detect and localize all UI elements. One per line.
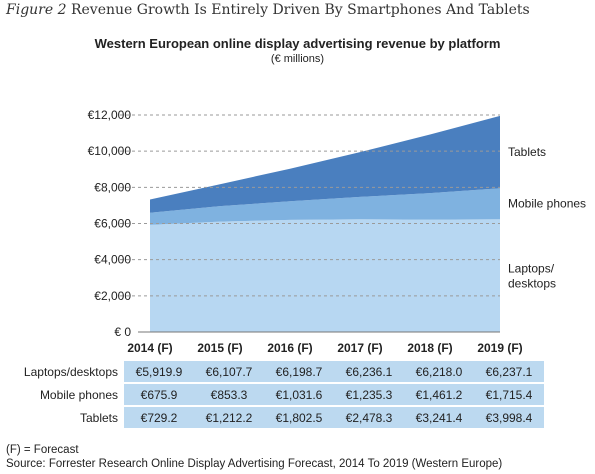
table-cell: €1,715.4 [474, 382, 544, 406]
source-footnote: Source: Forrester Research Online Displa… [6, 458, 503, 470]
area-series-1 [150, 188, 500, 225]
y-tick-label: €4,000 [94, 253, 131, 267]
y-tick-label: €6,000 [94, 217, 131, 231]
table-row: Tablets €729.2 €1,212.2 €1,802.5 €2,478.3 €3,… [0, 405, 544, 428]
area-chart: € 0 €2,000 €4,000 €6,000 €8,000 €10,000 €12,00… [88, 108, 586, 355]
chart-subtitle: (€ millions) [270, 53, 325, 65]
y-tick-label: €8,000 [94, 180, 131, 194]
table-cell: €6,218.0 [404, 361, 474, 383]
table-cell: €3,241.4 [404, 405, 474, 428]
y-tick-label: €10,000 [88, 144, 132, 158]
table-row: Laptops/desktops €5,919.9 €6,107.7 €6,198.7… [0, 361, 544, 383]
table-cell: €3,998.4 [474, 405, 544, 428]
table-row: Mobile phones €675.9 €853.3 €1,031.6 €1,235.… [0, 382, 544, 406]
y-tick-label: €12,000 [88, 108, 132, 122]
data-table: Laptops/desktops €5,919.9 €6,107.7 €6,198.7… [0, 361, 544, 428]
chart-title: Western European online display advertis… [94, 36, 501, 51]
table-cell: €2,478.3 [334, 405, 404, 428]
table-cell: €1,031.6 [264, 382, 334, 406]
table-cell: €1,802.5 [264, 405, 334, 428]
x-tick-label: 2017 (F) [337, 341, 382, 355]
forecast-footnote: (F) = Forecast [6, 444, 79, 456]
table-cell: €6,198.7 [264, 361, 334, 383]
y-tick-label: € 0 [114, 325, 131, 339]
table-cell: €1,235.3 [334, 382, 404, 406]
x-tick-label: 2015 (F) [197, 341, 242, 355]
table-cell: €6,236.1 [334, 361, 404, 383]
area-series-0 [150, 219, 500, 332]
x-tick-label: 2019 (F) [477, 341, 522, 355]
area-series-2 [150, 115, 500, 213]
x-tick-label: 2018 (F) [407, 341, 452, 355]
x-tick-label: 2014 (F) [127, 341, 172, 355]
table-row-label: Mobile phones [0, 382, 124, 406]
table-cell: €729.2 [124, 405, 194, 428]
table-row-label: Laptops/desktops [23, 364, 118, 379]
data-table-body: Laptops/desktops €5,919.9 €6,107.7 €6,198.7… [0, 361, 544, 428]
figure-title: Figure 2 Revenue Growth Is Entirely Driv… [6, 2, 530, 18]
x-tick-label: 2016 (F) [267, 341, 312, 355]
table-cell: €675.9 [124, 382, 194, 406]
series-label: Laptops/desktops [508, 262, 556, 291]
table-cell: €6,237.1 [474, 361, 544, 383]
figure-label: Figure 2 [6, 2, 67, 18]
table-cell: €5,919.9 [124, 361, 194, 383]
table-cell: €1,461.2 [404, 382, 474, 406]
table-cell: €1,212.2 [194, 405, 264, 428]
series-label: Mobile phones [508, 197, 586, 211]
table-row-label: Tablets [0, 405, 124, 428]
y-tick-label: €2,000 [94, 289, 131, 303]
table-cell: €6,107.7 [194, 361, 264, 383]
series-label: Tablets [508, 145, 546, 159]
table-cell: €853.3 [194, 382, 264, 406]
figure-heading: Revenue Growth Is Entirely Driven By Sma… [70, 2, 530, 18]
